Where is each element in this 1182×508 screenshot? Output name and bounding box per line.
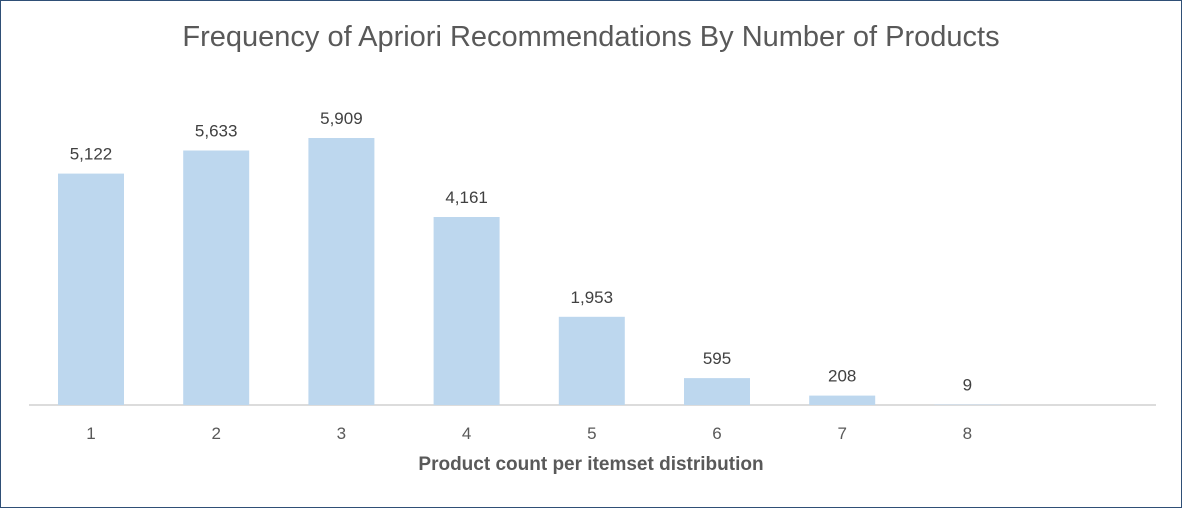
data-label-1: 5,122 xyxy=(70,145,113,164)
data-label-6: 595 xyxy=(703,349,731,368)
x-tick-label-1: 1 xyxy=(86,424,95,443)
data-label-4: 4,161 xyxy=(445,188,488,207)
x-tick-label-2: 2 xyxy=(211,424,220,443)
x-axis-label: Product count per itemset distribution xyxy=(418,454,764,475)
x-tick-label-5: 5 xyxy=(587,424,596,443)
data-label-2: 5,633 xyxy=(195,122,238,141)
data-label-7: 208 xyxy=(828,367,856,386)
chart-title: Frequency of Apriori Recommendations By … xyxy=(182,21,1000,53)
x-tick-label-8: 8 xyxy=(963,424,972,443)
x-tick-label-6: 6 xyxy=(712,424,721,443)
data-label-8: 9 xyxy=(963,376,972,395)
bar-3 xyxy=(308,138,375,405)
data-label-5: 1,953 xyxy=(571,288,614,307)
data-label-3: 5,909 xyxy=(320,109,363,128)
bar-7 xyxy=(809,395,876,405)
x-tick-label-7: 7 xyxy=(837,424,846,443)
bar-4 xyxy=(433,217,500,405)
bar-5 xyxy=(558,316,625,405)
bar-6 xyxy=(684,378,750,405)
bar-1 xyxy=(58,173,124,405)
x-tick-label-3: 3 xyxy=(337,424,346,443)
bar-2 xyxy=(183,150,250,405)
x-tick-label-4: 4 xyxy=(462,424,471,443)
